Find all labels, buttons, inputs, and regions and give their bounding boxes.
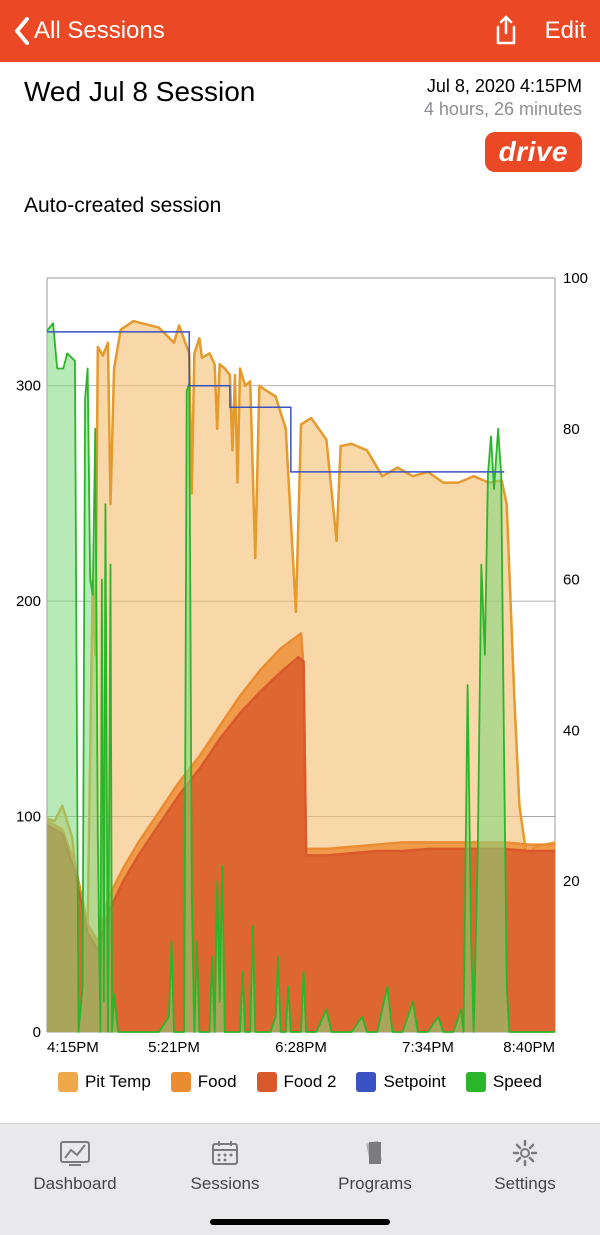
home-indicator[interactable]	[210, 1219, 390, 1225]
svg-text:40: 40	[563, 722, 580, 739]
programs-icon	[359, 1138, 391, 1168]
session-subtitle: Auto-created session	[0, 180, 600, 226]
session-datetime: Jul 8, 2020 4:15PM	[424, 76, 582, 97]
dashboard-icon	[59, 1138, 91, 1168]
svg-text:5:21PM: 5:21PM	[148, 1039, 200, 1056]
settings-icon	[509, 1138, 541, 1168]
tab-label: Dashboard	[33, 1174, 116, 1194]
legend-swatch	[257, 1072, 277, 1092]
legend-label: Food	[198, 1072, 237, 1092]
svg-text:100: 100	[563, 272, 588, 287]
legend-label: Food 2	[284, 1072, 337, 1092]
legend-item: Speed	[466, 1072, 542, 1092]
svg-text:8:40PM: 8:40PM	[503, 1039, 555, 1056]
back-button[interactable]: All Sessions	[14, 17, 165, 45]
session-header: Wed Jul 8 Session Jul 8, 2020 4:15PM 4 h…	[0, 62, 600, 126]
sessions-icon	[209, 1138, 241, 1168]
chart-legend: Pit Temp Food Food 2 Setpoint Speed	[0, 1072, 600, 1092]
chevron-left-icon	[14, 17, 30, 45]
edit-button[interactable]: Edit	[545, 17, 586, 45]
svg-text:60: 60	[563, 572, 580, 589]
legend-label: Speed	[493, 1072, 542, 1092]
share-button[interactable]	[493, 15, 519, 47]
drive-badge: drive	[485, 132, 582, 172]
tab-label: Sessions	[191, 1174, 260, 1194]
svg-text:4:15PM: 4:15PM	[47, 1039, 99, 1056]
legend-label: Pit Temp	[85, 1072, 151, 1092]
svg-text:6:28PM: 6:28PM	[275, 1039, 327, 1056]
legend-swatch	[171, 1072, 191, 1092]
session-meta: Jul 8, 2020 4:15PM 4 hours, 26 minutes	[424, 76, 582, 120]
legend-item: Pit Temp	[58, 1072, 151, 1092]
tab-label: Programs	[338, 1174, 412, 1194]
session-chart[interactable]: 0 100 200 300 20 40 60 80 100 4:15PM 5:21PM 6:28PM 7…	[5, 272, 595, 1062]
legend-swatch	[466, 1072, 486, 1092]
legend-item: Setpoint	[356, 1072, 445, 1092]
tab-dashboard[interactable]: Dashboard	[0, 1124, 150, 1235]
tab-settings[interactable]: Settings	[450, 1124, 600, 1235]
svg-text:7:34PM: 7:34PM	[402, 1039, 454, 1056]
share-icon	[493, 15, 519, 47]
legend-item: Food	[171, 1072, 237, 1092]
session-duration: 4 hours, 26 minutes	[424, 99, 582, 120]
svg-text:100: 100	[16, 809, 41, 826]
svg-text:80: 80	[563, 421, 580, 438]
tab-label: Settings	[494, 1174, 555, 1194]
legend-swatch	[356, 1072, 376, 1092]
legend-label: Setpoint	[383, 1072, 445, 1092]
svg-text:0: 0	[33, 1024, 41, 1041]
tab-bar: Dashboard Sessions Programs Settings	[0, 1123, 600, 1235]
back-label: All Sessions	[34, 17, 165, 45]
legend-swatch	[58, 1072, 78, 1092]
svg-text:300: 300	[16, 378, 41, 395]
legend-item: Food 2	[257, 1072, 337, 1092]
svg-text:200: 200	[16, 593, 41, 610]
session-title: Wed Jul 8 Session	[24, 76, 424, 108]
navbar: All Sessions Edit	[0, 0, 600, 62]
svg-text:20: 20	[563, 873, 580, 890]
